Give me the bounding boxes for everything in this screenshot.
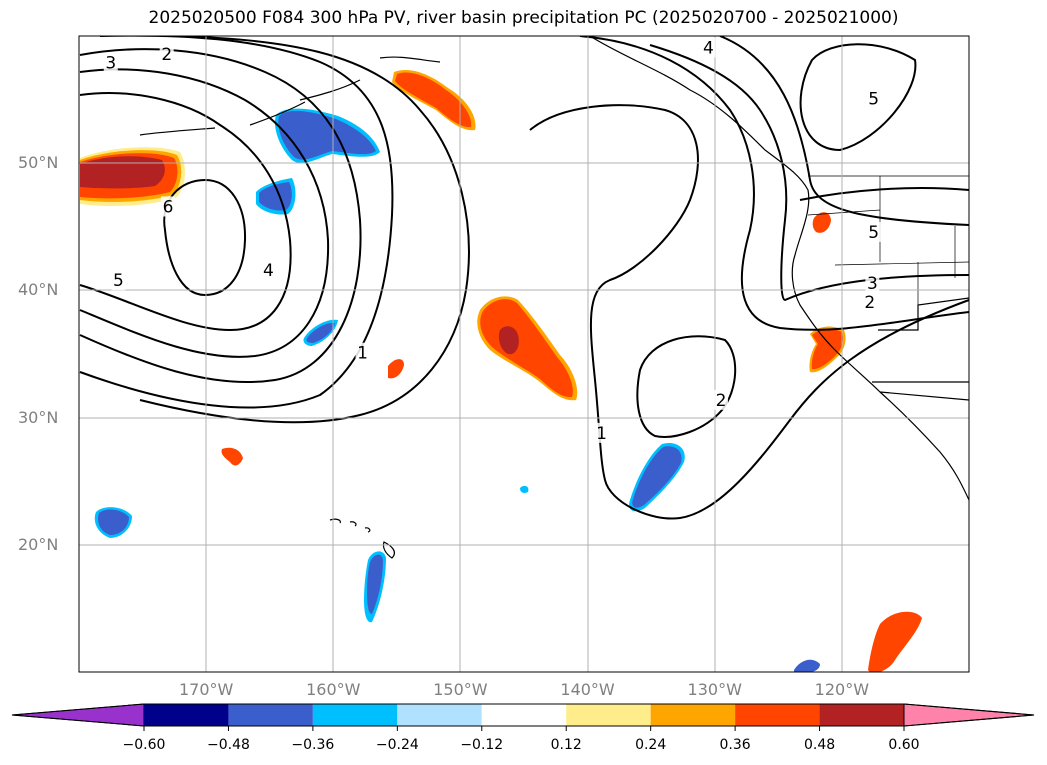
lon-label: 150°W [433,680,488,699]
colorbar-segment [228,704,313,726]
contour-label: 1 [357,344,368,364]
contour-label: 4 [263,261,274,281]
contour-label-bg [866,221,881,242]
contour-label-bg [865,272,880,293]
colorbar-segment [144,704,229,726]
contour-label: 4 [703,38,714,58]
colorbar-under-arrow [11,703,145,727]
colorbar-segment [481,704,567,726]
colorbar-tick-label: −0.36 [291,737,335,753]
state-borders [807,175,969,330]
lon-label: 170°W [178,680,234,699]
contour-label: 3 [867,274,878,294]
contour-label-bg [701,37,716,58]
map-frame [78,35,970,673]
lon-label: 120°W [814,680,870,699]
contour-label-bg [714,389,729,410]
contour-label-bg [159,43,174,64]
contour-label: 5 [868,89,879,109]
lat-label: 40°N [18,280,59,300]
contour-label-bg [261,260,276,281]
colorbar-tick-label: 0.36 [719,737,751,753]
precip-negative-anomalies [94,108,820,672]
colorbar-tick-label: −0.24 [375,737,419,753]
precip-positive-anomalies [80,69,922,672]
contour-label: 5 [113,271,124,291]
colorbar-segment [735,704,820,726]
contour-label: 2 [716,391,727,411]
colorbar [11,703,1035,731]
contour-label-bg [103,52,118,73]
colorbar-segment [397,704,482,726]
lon-label: 140°W [560,680,615,699]
contour-label: 2 [864,293,875,313]
contour-label: 3 [105,54,116,74]
contour-label-bg [161,196,175,217]
lon-label: 160°W [306,680,361,699]
gridlines [79,36,969,672]
contour-label: 6 [163,197,174,217]
lon-label: 130°W [687,680,742,699]
contour-label-bg [862,291,877,312]
map-title: 2025020500 F084 300 hPa PV, river basin … [148,8,899,28]
contour-label: 5 [868,223,879,243]
colorbar-tick-label: −0.48 [206,737,250,753]
contour-label-bg [111,270,126,291]
colorbar-tick-label: −0.60 [122,737,166,753]
colorbar-segment [566,704,651,726]
colorbar-segment [819,704,904,726]
colorbar-segment [650,704,736,726]
pv-contours [79,36,969,520]
coastlines [139,36,969,559]
lat-label: 30°N [18,407,59,427]
contour-label-bg [594,422,609,443]
contour-label: 2 [161,45,172,65]
contour-label-bg [866,88,881,109]
colorbar-tick-label: −0.12 [460,737,504,753]
colorbar-over-arrow [903,703,1035,727]
colorbar-segment [312,704,398,726]
colorbar-tick-label: 0.24 [635,737,667,753]
colorbar-tick-label: 0.60 [888,737,920,753]
colorbar-tick-label: 0.12 [550,737,582,753]
contour-label-bg [355,342,370,363]
contour-label: 1 [596,424,607,444]
lat-label: 50°N [18,153,59,173]
colorbar-tick-label: 0.48 [803,737,836,753]
lat-label: 20°N [18,534,59,554]
